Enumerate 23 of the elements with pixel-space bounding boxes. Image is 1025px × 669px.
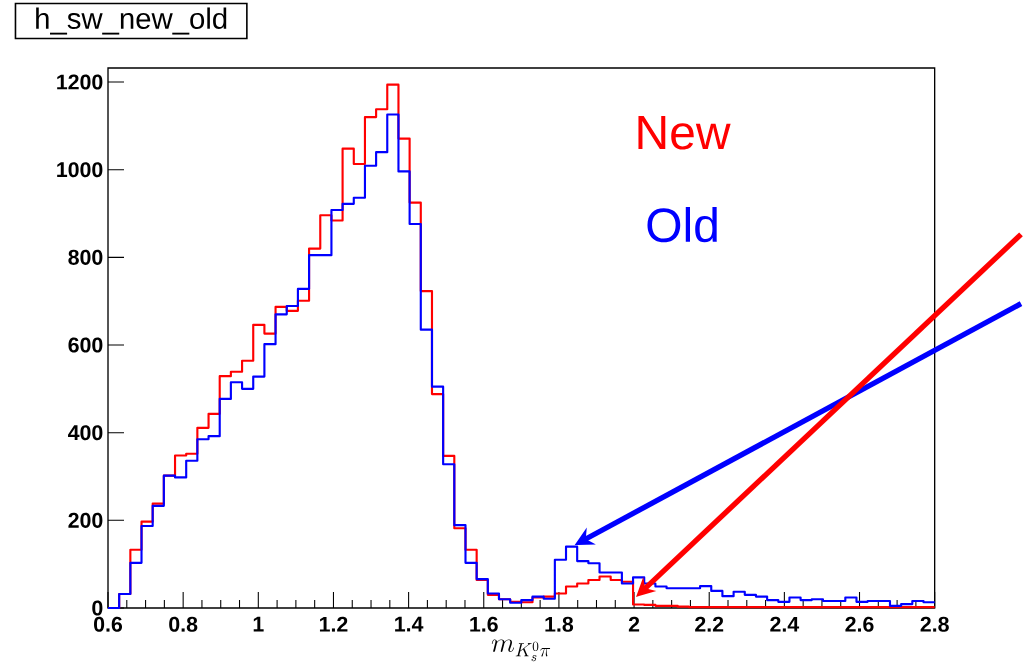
x-tick-label: 2.4 [770,616,800,632]
y-tick-label: 1000 [57,162,103,178]
text: Old [647,206,717,243]
text: New [638,116,731,150]
y-tick-label: 800 [68,249,103,265]
x-tick-label: 1.6 [470,616,498,632]
x-tick-label: 2.2 [695,616,724,632]
x-tick-label: 2.6 [845,616,874,632]
x-tick-label: 1.8 [545,616,574,632]
y-tick-label: 400 [68,425,103,441]
x-tick-label: 1.4 [395,616,424,632]
y-tick-label: 200 [68,512,103,528]
y-tick-label: 600 [68,337,103,353]
y-tick-label: 0 [92,600,103,616]
y-tick-label: 1200 [57,74,103,90]
x-tick-label: 1.2 [319,616,348,632]
x-tick-label: 2 [628,616,640,632]
x-tick-label: 1 [253,616,264,632]
x-tick-label: 0.6 [94,616,123,632]
x-tick-label: 0.8 [169,616,198,632]
x-axis-title: $m_{K_{s}^{0}\pi}$ [491,639,551,662]
chart-title: h_sw_new_old [36,7,227,35]
x-tick-label: 2.8 [920,616,949,632]
